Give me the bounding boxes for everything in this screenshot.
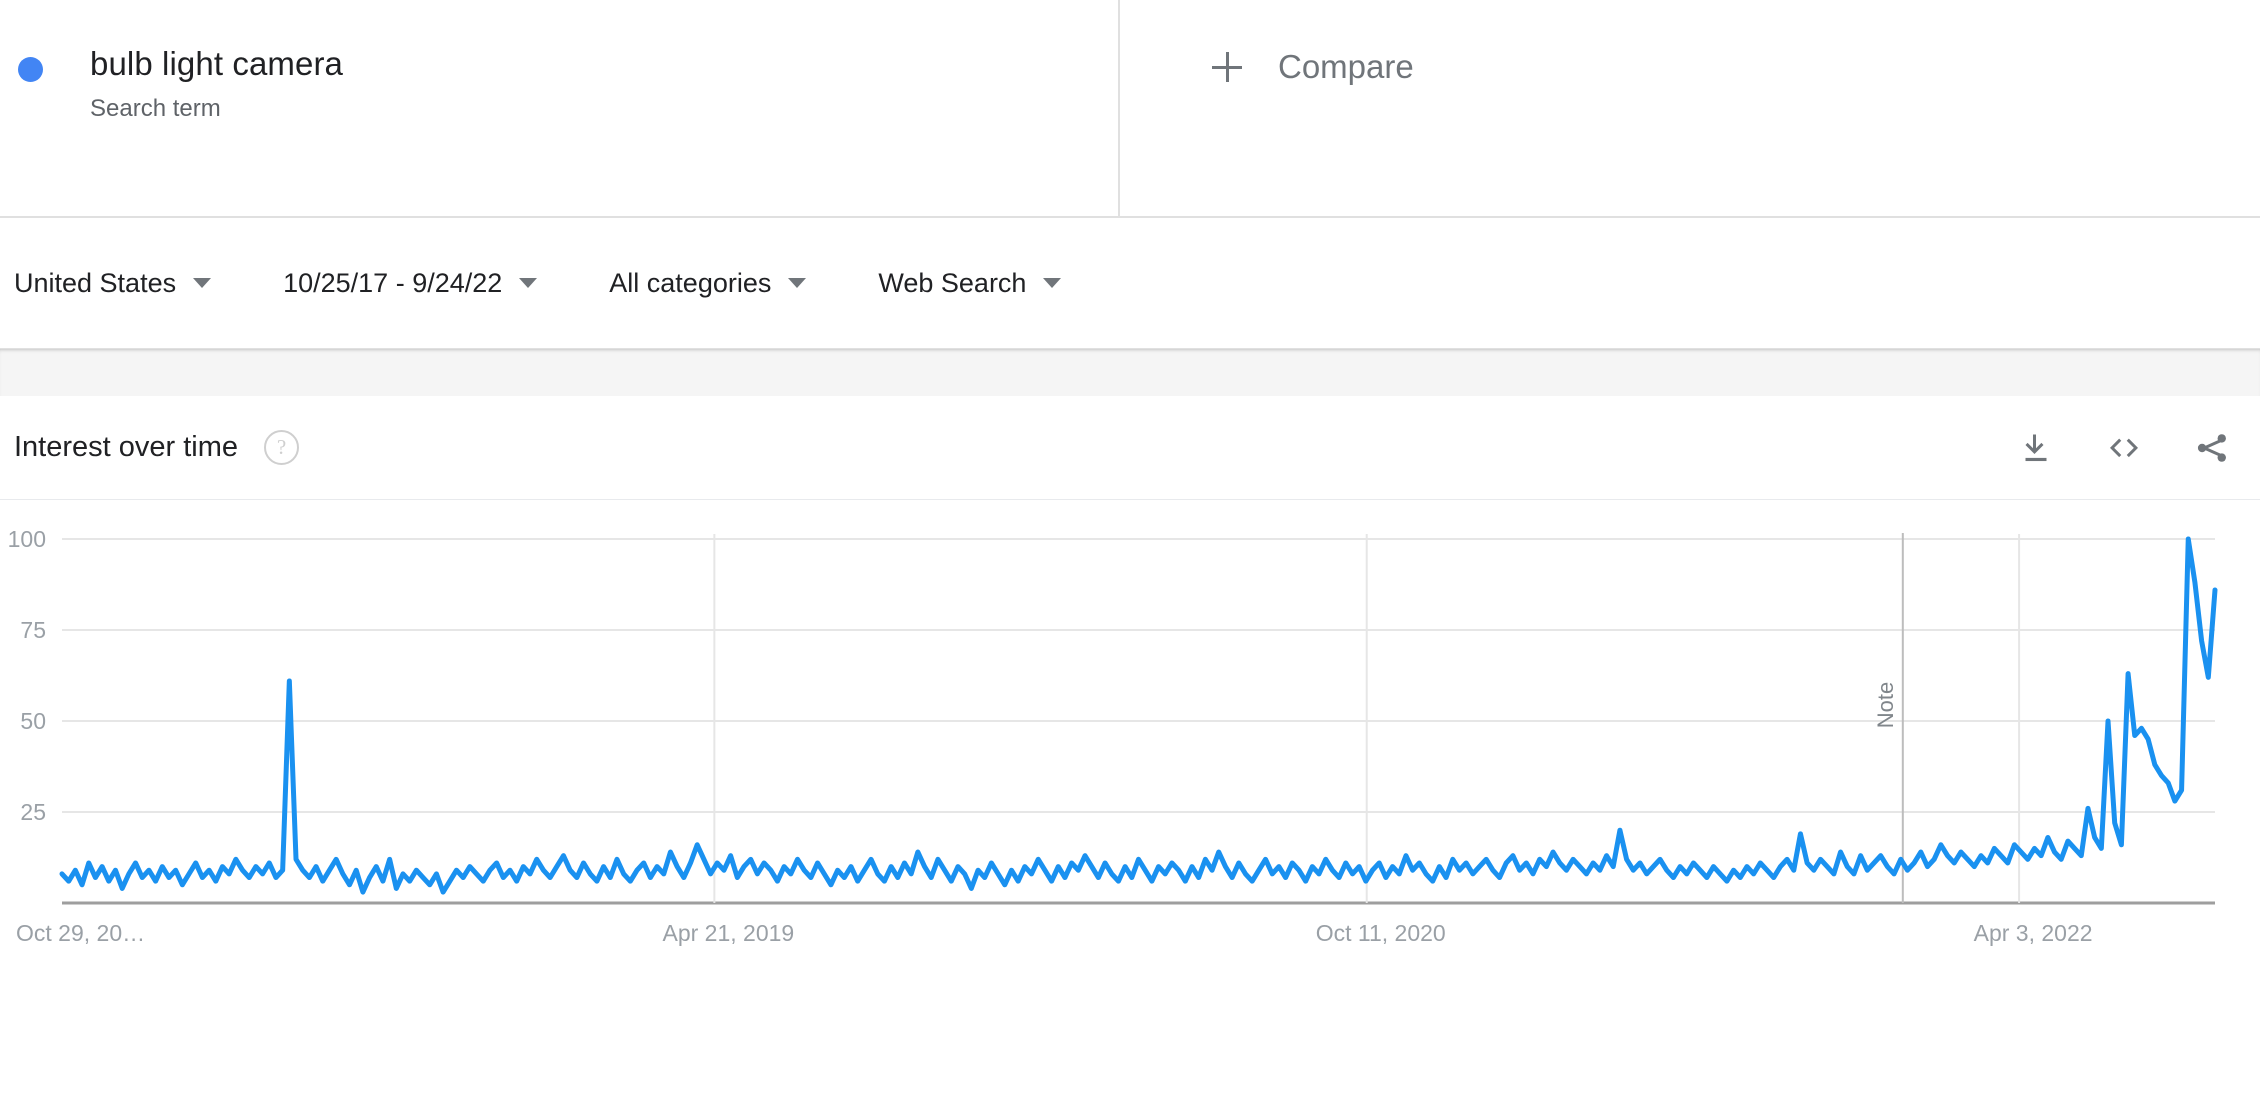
y-axis-tick-label: 25 — [20, 799, 46, 825]
chevron-down-icon — [193, 278, 212, 288]
filter-category-label: All categories — [609, 267, 772, 298]
x-axis-tick-label: Apr 3, 2022 — [1974, 920, 2093, 946]
card-title: Interest over time — [14, 431, 239, 463]
y-axis-tick-label: 50 — [20, 708, 46, 734]
search-term-texts: bulb light camera Search term — [90, 44, 343, 124]
y-axis-tick-label: 75 — [20, 617, 46, 643]
compare-cell: Compare — [1120, 0, 2260, 216]
compare-label: Compare — [1278, 48, 1414, 85]
filter-search-type[interactable]: Web Search — [878, 267, 1062, 299]
plus-icon — [1212, 52, 1242, 82]
download-icon[interactable] — [2014, 426, 2058, 470]
chart-plot-area[interactable]: 25 50 75 100 Oct 29, 20… Apr 21, 2019 Oct 11, … — [0, 500, 2260, 970]
filter-search-type-label: Web Search — [878, 267, 1027, 298]
x-axis-tick-label: Apr 21, 2019 — [662, 920, 794, 946]
filter-bar: United States 10/25/17 - 9/24/22 All cat… — [0, 218, 2260, 348]
y-axis-tick-label: 100 — [8, 526, 46, 552]
compare-button[interactable]: Compare — [1212, 48, 1414, 86]
chevron-down-icon — [1043, 278, 1062, 288]
interest-over-time-card: Interest over time ? 25 50 75 100 Oct 29, 20… — [0, 396, 2260, 970]
section-separator-band — [0, 348, 2260, 396]
filter-time-range-label: 10/25/17 - 9/24/22 — [283, 267, 503, 298]
x-axis-tick-label: Oct 11, 2020 — [1316, 920, 1446, 946]
interest-over-time-chart[interactable]: 25 50 75 100 Oct 29, 20… Apr 21, 2019 Oct 11, … — [0, 500, 2260, 970]
filter-region-label: United States — [14, 267, 177, 298]
help-icon[interactable]: ? — [264, 430, 300, 465]
chevron-down-icon — [519, 278, 538, 288]
search-term-title: bulb light camera — [90, 45, 344, 82]
chart-series-line[interactable] — [59, 536, 2218, 895]
note-label: Note — [1873, 682, 1898, 728]
filter-category[interactable]: All categories — [609, 267, 807, 299]
share-icon[interactable] — [2190, 426, 2234, 470]
embed-icon[interactable] — [2102, 426, 2146, 470]
card-header: Interest over time ? — [0, 396, 2260, 500]
search-term-card[interactable]: bulb light camera Search term — [0, 0, 1120, 216]
search-term-subtitle: Search term — [90, 95, 221, 122]
filter-region[interactable]: United States — [14, 267, 212, 299]
x-axis-tick-label: Oct 29, 20… — [16, 920, 145, 946]
chevron-down-icon — [788, 278, 807, 288]
filter-time-range[interactable]: 10/25/17 - 9/24/22 — [283, 267, 538, 299]
search-term-header: bulb light camera Search term Compare — [0, 0, 2260, 218]
series-color-dot — [18, 57, 43, 82]
